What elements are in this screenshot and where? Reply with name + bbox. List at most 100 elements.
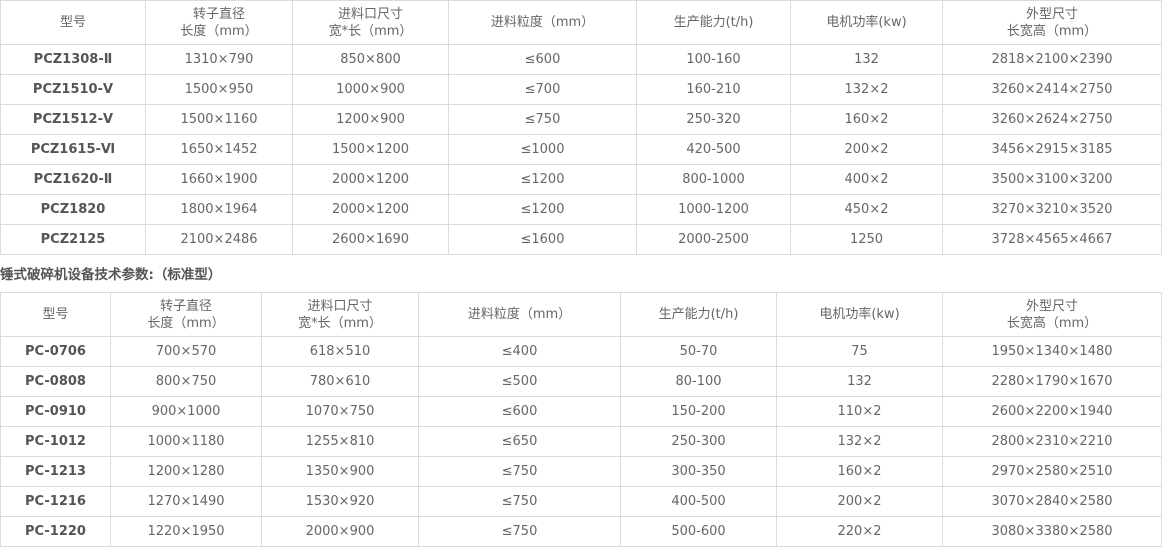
table-cell: ≤650 bbox=[418, 426, 621, 457]
header-line: 外型尺寸 bbox=[1025, 298, 1078, 314]
table-cell: 2280×1790×1670 bbox=[942, 366, 1162, 397]
model-cell: PCZ1512-Ⅴ bbox=[0, 104, 146, 135]
model-cell: PC-0808 bbox=[0, 366, 111, 397]
table-cell: 2100×2486 bbox=[145, 224, 293, 255]
table-row: PCZ2125 2100×2486 2600×1690 ≤1600 2000-2500 1… bbox=[0, 224, 1162, 255]
model-cell: PCZ1615-Ⅵ bbox=[0, 134, 146, 165]
table-cell: 132×2 bbox=[790, 74, 943, 105]
table-cell: 75 bbox=[776, 336, 943, 367]
table-cell: 1070×750 bbox=[261, 396, 419, 427]
table-cell: ≤1200 bbox=[448, 164, 637, 195]
table-cell: 160×2 bbox=[776, 456, 943, 487]
table-cell: 780×610 bbox=[261, 366, 419, 397]
table-cell: 200×2 bbox=[790, 134, 943, 165]
table-row: PC-1012 1000×1180 1255×810 ≤650 250-300 132×2… bbox=[0, 426, 1162, 457]
table-row: PCZ1510-Ⅴ 1500×950 1000×900 ≤700 160-210 132×… bbox=[0, 74, 1162, 105]
table-cell: 50-70 bbox=[620, 336, 777, 367]
table-cell: 800×750 bbox=[110, 366, 262, 397]
header-line: 长度（mm） bbox=[147, 315, 225, 331]
table-cell: ≤1000 bbox=[448, 134, 637, 165]
table-cell: 1200×1280 bbox=[110, 456, 262, 487]
header-row: 型号 转子直径 长度（mm） 进料口尺寸 宽*长（mm） 进料粒度（mm） 生产能力(t/h… bbox=[0, 292, 1162, 337]
table-cell: 1800×1964 bbox=[145, 194, 293, 225]
table-cell: 900×1000 bbox=[110, 396, 262, 427]
column-header: 转子直径 长度（mm） bbox=[110, 292, 262, 337]
header-line: 长宽高（mm） bbox=[1006, 315, 1098, 331]
table-row: PC-1216 1270×1490 1530×920 ≤750 400-500 200×2… bbox=[0, 486, 1162, 517]
table-cell: 1500×1160 bbox=[145, 104, 293, 135]
column-header: 生产能力(t/h) bbox=[636, 0, 791, 45]
table-cell: 618×510 bbox=[261, 336, 419, 367]
table-cell: 1350×900 bbox=[261, 456, 419, 487]
table-cell: 80-100 bbox=[620, 366, 777, 397]
table-cell: 3260×2414×2750 bbox=[942, 74, 1162, 105]
table-row: PC-0706 700×570 618×510 ≤400 50-70 75 1950×134… bbox=[0, 336, 1162, 367]
table-cell: 1500×950 bbox=[145, 74, 293, 105]
table-cell: 800-1000 bbox=[636, 164, 791, 195]
header-line: 进料口尺寸 bbox=[307, 298, 373, 314]
table-cell: 3070×2840×2580 bbox=[942, 486, 1162, 517]
table-cell: 132×2 bbox=[776, 426, 943, 457]
table-cell: 2600×2200×1940 bbox=[942, 396, 1162, 427]
table-cell: 2000×1200 bbox=[292, 164, 449, 195]
table-cell: 1255×810 bbox=[261, 426, 419, 457]
model-cell: PCZ1510-Ⅴ bbox=[0, 74, 146, 105]
table-row: PCZ1620-Ⅱ 1660×1900 2000×1200 ≤1200 800-1000… bbox=[0, 164, 1162, 195]
header-line: 电机功率(kw) bbox=[826, 15, 907, 30]
table-cell: 1650×1452 bbox=[145, 134, 293, 165]
header-line: 进料粒度（mm） bbox=[467, 307, 572, 322]
table-cell: 2818×2100×2390 bbox=[942, 44, 1162, 75]
table-cell: 1000×900 bbox=[292, 74, 449, 105]
pc-spec-table: 型号 转子直径 长度（mm） 进料口尺寸 宽*长（mm） 进料粒度（mm） 生产能力(t/h… bbox=[0, 292, 1162, 547]
table-row: PC-1220 1220×1950 2000×900 ≤750 500-600 220×2… bbox=[0, 516, 1162, 547]
model-cell: PC-0910 bbox=[0, 396, 111, 427]
table-cell: 160-210 bbox=[636, 74, 791, 105]
table-cell: 2800×2310×2210 bbox=[942, 426, 1162, 457]
table-row: PC-1213 1200×1280 1350×900 ≤750 300-350 160×2… bbox=[0, 456, 1162, 487]
table-cell: 700×570 bbox=[110, 336, 262, 367]
column-header: 外型尺寸 长宽高（mm） bbox=[942, 292, 1162, 337]
model-cell: PC-1220 bbox=[0, 516, 111, 547]
table-row: PC-0808 800×750 780×610 ≤500 80-100 132 2280×1… bbox=[0, 366, 1162, 397]
header-line: 长度（mm） bbox=[180, 23, 258, 39]
header-line: 生产能力(t/h) bbox=[658, 307, 739, 322]
model-cell: PCZ2125 bbox=[0, 224, 146, 255]
table-cell: 250-320 bbox=[636, 104, 791, 135]
column-header: 型号 bbox=[0, 292, 111, 337]
table-row: PC-0910 900×1000 1070×750 ≤600 150-200 110×2 2… bbox=[0, 396, 1162, 427]
table-cell: 110×2 bbox=[776, 396, 943, 427]
table-cell: ≤1600 bbox=[448, 224, 637, 255]
model-cell: PCZ1820 bbox=[0, 194, 146, 225]
table-cell: 3260×2624×2750 bbox=[942, 104, 1162, 135]
table-cell: 3728×4565×4667 bbox=[942, 224, 1162, 255]
header-line: 外型尺寸 bbox=[1025, 6, 1078, 22]
model-cell: PC-1012 bbox=[0, 426, 111, 457]
column-header: 转子直径 长度（mm） bbox=[145, 0, 293, 45]
column-header: 生产能力(t/h) bbox=[620, 292, 777, 337]
table-cell: ≤600 bbox=[418, 396, 621, 427]
table-cell: ≤750 bbox=[418, 486, 621, 517]
column-header: 进料粒度（mm） bbox=[448, 0, 637, 45]
pcz-spec-table: 型号 转子直径 长度（mm） 进料口尺寸 宽*长（mm） 进料粒度（mm） 生产能力(t/h… bbox=[0, 0, 1162, 255]
table-cell: 3500×3100×3200 bbox=[942, 164, 1162, 195]
table-cell: 420-500 bbox=[636, 134, 791, 165]
column-header: 电机功率(kw) bbox=[776, 292, 943, 337]
table-cell: 1000×1180 bbox=[110, 426, 262, 457]
column-header: 进料粒度（mm） bbox=[418, 292, 621, 337]
table-row: PCZ1615-Ⅵ 1650×1452 1500×1200 ≤1000 420-500 2… bbox=[0, 134, 1162, 165]
table-row: PCZ1512-Ⅴ 1500×1160 1200×900 ≤750 250-320 160… bbox=[0, 104, 1162, 135]
table-cell: 1200×900 bbox=[292, 104, 449, 135]
table-cell: 132 bbox=[790, 44, 943, 75]
table-cell: 3456×2915×3185 bbox=[942, 134, 1162, 165]
header-line: 电机功率(kw) bbox=[819, 307, 900, 322]
table-cell: 1950×1340×1480 bbox=[942, 336, 1162, 367]
table-cell: 400-500 bbox=[620, 486, 777, 517]
table-cell: 3270×3210×3520 bbox=[942, 194, 1162, 225]
table-cell: ≤1200 bbox=[448, 194, 637, 225]
table-cell: 150-200 bbox=[620, 396, 777, 427]
header-line: 转子直径 bbox=[192, 6, 245, 22]
column-header: 外型尺寸 长宽高（mm） bbox=[942, 0, 1162, 45]
table-row: PCZ1820 1800×1964 2000×1200 ≤1200 1000-1200 4… bbox=[0, 194, 1162, 225]
section-heading: 锤式破碎机设备技术参数:（标准型） bbox=[0, 267, 222, 283]
table-cell: 1220×1950 bbox=[110, 516, 262, 547]
